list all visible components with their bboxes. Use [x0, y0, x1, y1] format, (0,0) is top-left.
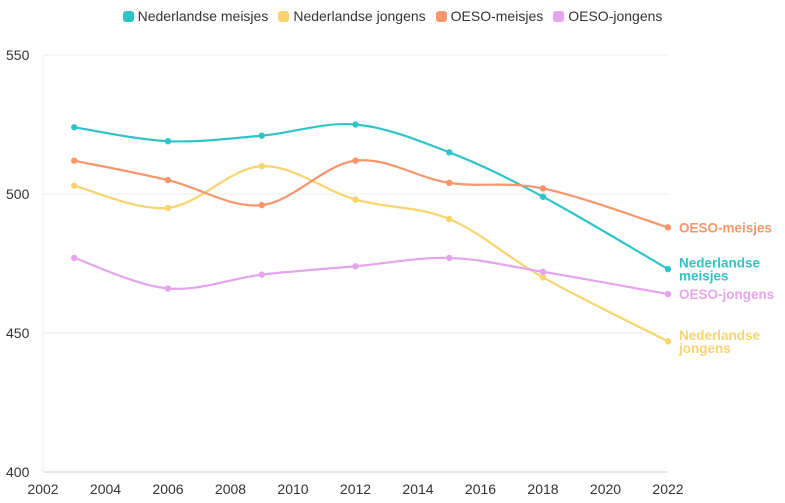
series-end-label: meisjes — [679, 269, 729, 284]
data-point — [71, 124, 78, 131]
data-point — [352, 263, 359, 270]
data-point — [164, 285, 172, 292]
series-line — [74, 122, 669, 271]
data-point — [258, 271, 265, 278]
legend-swatch — [278, 10, 290, 22]
legend-item[interactable]: OESO-jongens — [553, 8, 662, 24]
x-tick-label: 2016 — [465, 481, 496, 497]
series-end-label: jongens — [678, 341, 731, 356]
data-point — [446, 179, 453, 187]
x-tick-label: 2010 — [277, 481, 308, 497]
legend-swatch — [435, 10, 447, 22]
data-point — [71, 182, 78, 189]
legend-label: OESO-jongens — [568, 8, 663, 24]
y-tick-label: 450 — [6, 325, 30, 341]
data-point — [446, 215, 453, 223]
y-tick-label: 550 — [6, 47, 30, 63]
series-end-label: OESO-jongens — [679, 287, 774, 302]
data-point — [352, 196, 359, 203]
data-point — [539, 274, 547, 281]
data-point — [258, 132, 265, 139]
legend-item[interactable]: Nederlandse meisjes — [122, 8, 269, 24]
data-point — [352, 121, 359, 128]
data-point — [71, 254, 78, 262]
y-tick-label: 400 — [6, 464, 30, 480]
x-tick-label: 2008 — [215, 481, 246, 497]
data-point — [664, 265, 672, 273]
y-tick-label: 500 — [6, 186, 30, 202]
x-tick-label: 2002 — [27, 481, 58, 497]
data-point — [664, 338, 672, 345]
legend-item[interactable]: Nederlandse jongens — [278, 8, 426, 24]
data-point — [352, 157, 359, 164]
series-line — [73, 256, 669, 296]
series-end-label: Nederlandse — [679, 256, 761, 271]
x-tick-label: 2004 — [90, 481, 121, 497]
data-point — [258, 163, 265, 170]
x-tick-label: 2012 — [340, 481, 371, 497]
legend-swatch — [122, 10, 134, 22]
chart-legend: Nederlandse meisjes Nederlandse jongens OE… — [0, 8, 785, 24]
data-point — [164, 176, 172, 184]
data-point — [446, 149, 453, 156]
data-point — [539, 193, 547, 200]
legend-label: Nederlandse meisjes — [137, 8, 269, 24]
legend-label: OESO-meisjes — [450, 8, 544, 24]
data-point — [539, 268, 547, 276]
x-tick-label: 2014 — [402, 481, 433, 497]
series-line — [73, 165, 669, 343]
legend-label: Nederlandse jongens — [293, 8, 426, 24]
data-point — [664, 224, 672, 231]
data-point — [164, 137, 172, 145]
data-point — [71, 157, 78, 164]
legend-swatch — [553, 10, 565, 22]
series-end-label: OESO-meisjes — [679, 220, 772, 235]
legend-item[interactable]: OESO-meisjes — [435, 8, 544, 24]
data-point — [164, 204, 172, 212]
series-end-label: Nederlandse — [679, 328, 761, 343]
x-tick-label: 2006 — [152, 481, 183, 497]
data-point — [446, 254, 453, 262]
data-point — [258, 201, 265, 209]
x-tick-label: 2018 — [527, 481, 558, 497]
x-tick-label: 2022 — [652, 481, 683, 497]
data-point — [664, 290, 672, 298]
x-tick-label: 2020 — [590, 481, 621, 497]
data-point — [539, 185, 547, 192]
